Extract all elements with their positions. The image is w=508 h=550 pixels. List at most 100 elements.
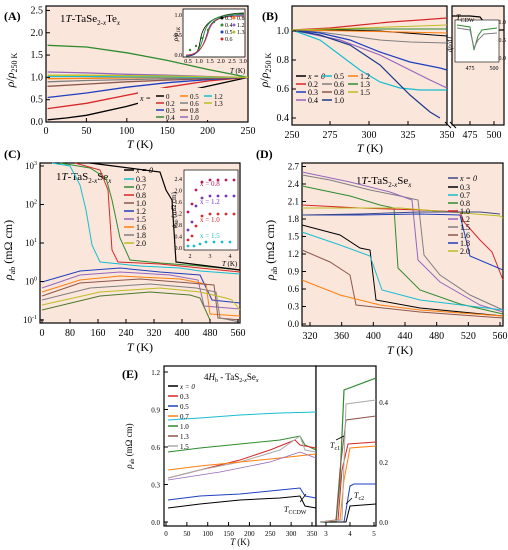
panel-a-title: 1T-TaSe2-xTex xyxy=(60,13,121,27)
panel-b-ylabel: ρ/ρ250 K xyxy=(257,52,273,88)
panel-d-legend-label-0: 0.3 xyxy=(460,183,470,192)
panel-e-label: (E) xyxy=(122,367,138,381)
panel-e-ytick-label-1: 0.3 xyxy=(151,482,160,490)
panel-d-ytick-label-2: 0.6 xyxy=(288,284,300,294)
panel-b-xtick-label-3: 325 xyxy=(401,130,416,141)
panel-d: (D) 1T-TaS2-xSex 320 360 400 440 480 520 560 0.… xyxy=(256,147,508,357)
panel-e-right-xtick-label-2: 5 xyxy=(372,530,376,538)
panel-c-ylabel: ρab (mΩ cm) xyxy=(1,220,17,281)
panel-c-ytick-label-3: 102 xyxy=(25,200,37,210)
panel-e-legend-label-5: 1.5 xyxy=(180,443,189,451)
panel-c-inset-dot-1-4 xyxy=(208,194,212,198)
panel-c-inset-ytick-4: 1.6 xyxy=(175,200,183,206)
panel-c-series xyxy=(41,162,241,323)
panel-d-legend-title: x = 0 xyxy=(459,174,477,183)
panel-a-inset-legend-label-5: 1.2 xyxy=(237,23,245,29)
panel-e-xtick-label-3: 150 xyxy=(223,530,234,538)
panel-d-xtick-label-5: 520 xyxy=(461,331,476,342)
panel-d-xtick-label-0: 320 xyxy=(303,331,318,342)
panel-a-legend-label-5: 0.6 xyxy=(190,100,199,108)
panel-d-xtick-label-4: 480 xyxy=(429,331,444,342)
panel-a-legend-label-1: 0.2 xyxy=(166,100,175,108)
panel-c-inset-dot-3-1 xyxy=(192,244,196,248)
panel-c-xtick-label-0: 0 xyxy=(40,328,45,339)
panel-a-ytick-label-1: 0.5 xyxy=(31,95,44,106)
panel-d-xtick-label-6: 560 xyxy=(493,331,508,342)
panel-b-legend-label-5: 0.8 xyxy=(334,88,344,97)
panel-b-xtick-label-4: 350 xyxy=(440,130,455,141)
panel-a-inset-xtick-5: 3.0 xyxy=(239,59,247,65)
panel-a-inset-dot-2 xyxy=(200,36,204,40)
panel-c-inset-ytick-2: 0.8 xyxy=(175,223,183,229)
panel-b-inset-tick-500: 500 xyxy=(490,66,499,72)
panel-d-title: 1T-TaS2-xSex xyxy=(356,175,412,189)
panel-b-label: (B) xyxy=(262,9,278,23)
panel-c-legend-label-0: 0.3 xyxy=(136,175,146,184)
panel-c-inset-dot-1-0 xyxy=(186,228,190,232)
panel-c-inset-label-12: x = 1.2 xyxy=(200,198,220,206)
panel-e-ylabel: ρab (mΩ cm) xyxy=(124,423,136,469)
panel-c-legend-label-2: 0.8 xyxy=(136,191,146,200)
panel-d-ylabel: ρab (mΩ cm) xyxy=(263,220,279,281)
panel-b-legend-label-2: 0.4 xyxy=(308,96,318,105)
panel-b-inset-tick-475: 475 xyxy=(466,66,475,72)
panel-a-ytick-label-3: 1.5 xyxy=(31,50,44,61)
panel-a-inset-dot-5 xyxy=(218,16,222,20)
panel-d-legend-label-2: 0.8 xyxy=(460,199,470,208)
panel-c-legend-label-4: 1.2 xyxy=(136,207,146,216)
panel-a-label: (A) xyxy=(4,9,21,23)
panel-a-inset-ytick-1: 0.5 xyxy=(175,33,183,39)
panel-c-inset-dot-1-3 xyxy=(200,196,204,200)
panel-e-ytick-label-3: 0.9 xyxy=(151,407,160,415)
panel-d-ytick-label-0: 0.0 xyxy=(288,319,300,329)
panel-d-legend-label-6: 1.6 xyxy=(460,231,470,240)
panel-c-inset-dot-2-3 xyxy=(200,214,204,218)
panel-d-frame xyxy=(301,162,504,327)
panel-e-tc2-label: Tc2 xyxy=(354,491,364,502)
panel-a-legend: x = 00.20.30.4 0.50.60.81.0 1.21.3 xyxy=(138,88,228,122)
panel-b-inset-ytick-0: 0.0 xyxy=(499,56,507,62)
panel-b-legend-label-8: 1.3 xyxy=(360,80,370,89)
panel-c-inset-dot-0-1 xyxy=(190,202,194,206)
panel-b-legend: x = 00.20.30.4 0.50.60.81.0 1.21.31.5 xyxy=(296,72,370,105)
panel-d-legend-label-3: 1.0 xyxy=(460,207,470,216)
panel-a-inset-legend-marker-6 xyxy=(232,30,236,34)
panel-a-ytick-label-4: 2.0 xyxy=(31,28,44,39)
panel-c-inset-ylabel: ρab (mΩ cm) xyxy=(170,191,180,228)
panel-a-legend-label-4: 0.5 xyxy=(190,93,199,101)
panel-c-inset-dot-2-1 xyxy=(190,234,194,238)
panel-b-legend-label-1: 0.3 xyxy=(308,88,318,97)
panel-c-inset-dot-2-4 xyxy=(208,212,212,216)
panel-d-ytick-label-3: 0.9 xyxy=(288,267,300,277)
panel-d-legend-label-8: 2.0 xyxy=(460,247,470,256)
panel-a-ylabel: ρ/ρ250 K xyxy=(3,52,19,88)
panel-c-inset-dot-2-2 xyxy=(194,224,198,228)
panel-d-ytick-label-9: 2.7 xyxy=(288,162,300,172)
panel-a-inset-legend-marker-5 xyxy=(232,23,236,27)
panel-c-label: (C) xyxy=(4,147,21,161)
panel-a: (A) 1T-TaSe2-xTex 0 50 100 150 200 2500.00.51… xyxy=(3,5,256,151)
panel-e-legend-label-2: 0.7 xyxy=(180,413,189,421)
panel-e-xlabel: T (K) xyxy=(230,537,250,547)
panel-e-xtick-label-1: 50 xyxy=(183,530,191,538)
panel-b-ytick-label-2: 0.8 xyxy=(277,55,290,66)
panel-c-xtick-label-4: 320 xyxy=(147,328,162,339)
panel-e-xtick-label-6: 300 xyxy=(286,530,297,538)
panel-e-frame-right xyxy=(315,365,377,527)
panel-c-inset-dot-1-2 xyxy=(194,204,198,208)
panel-e: (E) 4Hb - TaS2-xSex 0 50 100 150 200 250 300 35… xyxy=(122,365,389,547)
panel-a-inset-legend-marker-2 xyxy=(220,30,224,34)
panel-b-legend-label-4: 0.6 xyxy=(334,80,344,89)
panel-c-inset-dot-0-7 xyxy=(232,178,236,182)
panel-a-legend-label-3: 0.4 xyxy=(166,114,175,122)
panel-c-inset-dot-1-5 xyxy=(216,194,220,198)
panel-a-legend-label-7: 1.0 xyxy=(190,114,199,122)
panel-c-ytick-label-4: 103 xyxy=(25,161,37,171)
panel-a-xtick-label-3: 150 xyxy=(160,126,175,137)
panel-c-inset-xlabel: T (K) xyxy=(222,260,238,268)
panel-d-xtick-label-3: 440 xyxy=(398,331,413,342)
panel-a-inset-ylabel: ρ/ρ1K xyxy=(172,26,182,42)
panel-d-ytick-label-8: 2.4 xyxy=(288,179,300,189)
panel-a-xtick-label-5: 250 xyxy=(241,126,256,137)
